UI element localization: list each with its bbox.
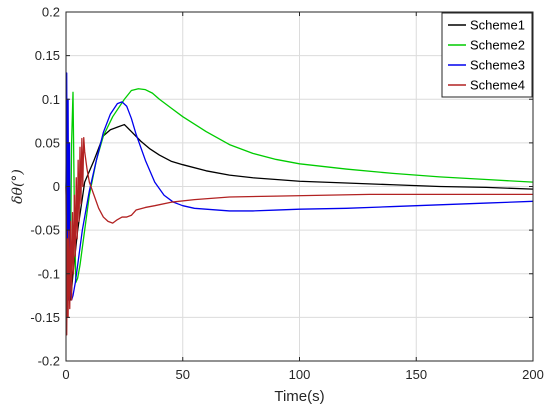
x-tick-label: 200 bbox=[522, 367, 544, 382]
legend-label-scheme1: Scheme1 bbox=[470, 18, 525, 33]
x-tick-label: 0 bbox=[62, 367, 69, 382]
y-tick-label: 0 bbox=[53, 179, 60, 194]
y-tick-label: -0.15 bbox=[30, 310, 60, 325]
x-tick-label: 150 bbox=[405, 367, 427, 382]
series-line-scheme2 bbox=[65, 88, 534, 292]
x-tick-label: 100 bbox=[289, 367, 311, 382]
y-axis-label: δθ(°) bbox=[10, 169, 26, 204]
legend-label-scheme4: Scheme4 bbox=[470, 78, 525, 93]
y-tick-label: -0.2 bbox=[38, 354, 60, 369]
legend: Scheme1 Scheme2 Scheme3 Scheme4 bbox=[441, 12, 533, 98]
x-tick-label: 50 bbox=[176, 367, 190, 382]
legend-label-scheme2: Scheme2 bbox=[470, 38, 525, 53]
y-tick-label: 0.15 bbox=[35, 48, 60, 63]
y-tick-label: -0.05 bbox=[30, 223, 60, 238]
y-tick-label: 0.1 bbox=[42, 92, 60, 107]
series-layer bbox=[65, 72, 534, 336]
y-tick-label: 0.2 bbox=[42, 5, 60, 20]
y-tick-label: -0.1 bbox=[38, 266, 60, 281]
x-axis-label: Time(s) bbox=[274, 388, 324, 405]
x-axis-ticks: 0 50 100 150 200 bbox=[62, 12, 544, 382]
series-line-scheme4 bbox=[65, 136, 533, 336]
y-tick-label: 0.05 bbox=[35, 135, 60, 150]
y-axis-ticks: -0.2 -0.15 -0.1 -0.05 0 0.05 0.1 0.15 0.2 bbox=[30, 5, 533, 369]
legend-label-scheme3: Scheme3 bbox=[470, 58, 525, 73]
legend-box bbox=[441, 12, 533, 98]
